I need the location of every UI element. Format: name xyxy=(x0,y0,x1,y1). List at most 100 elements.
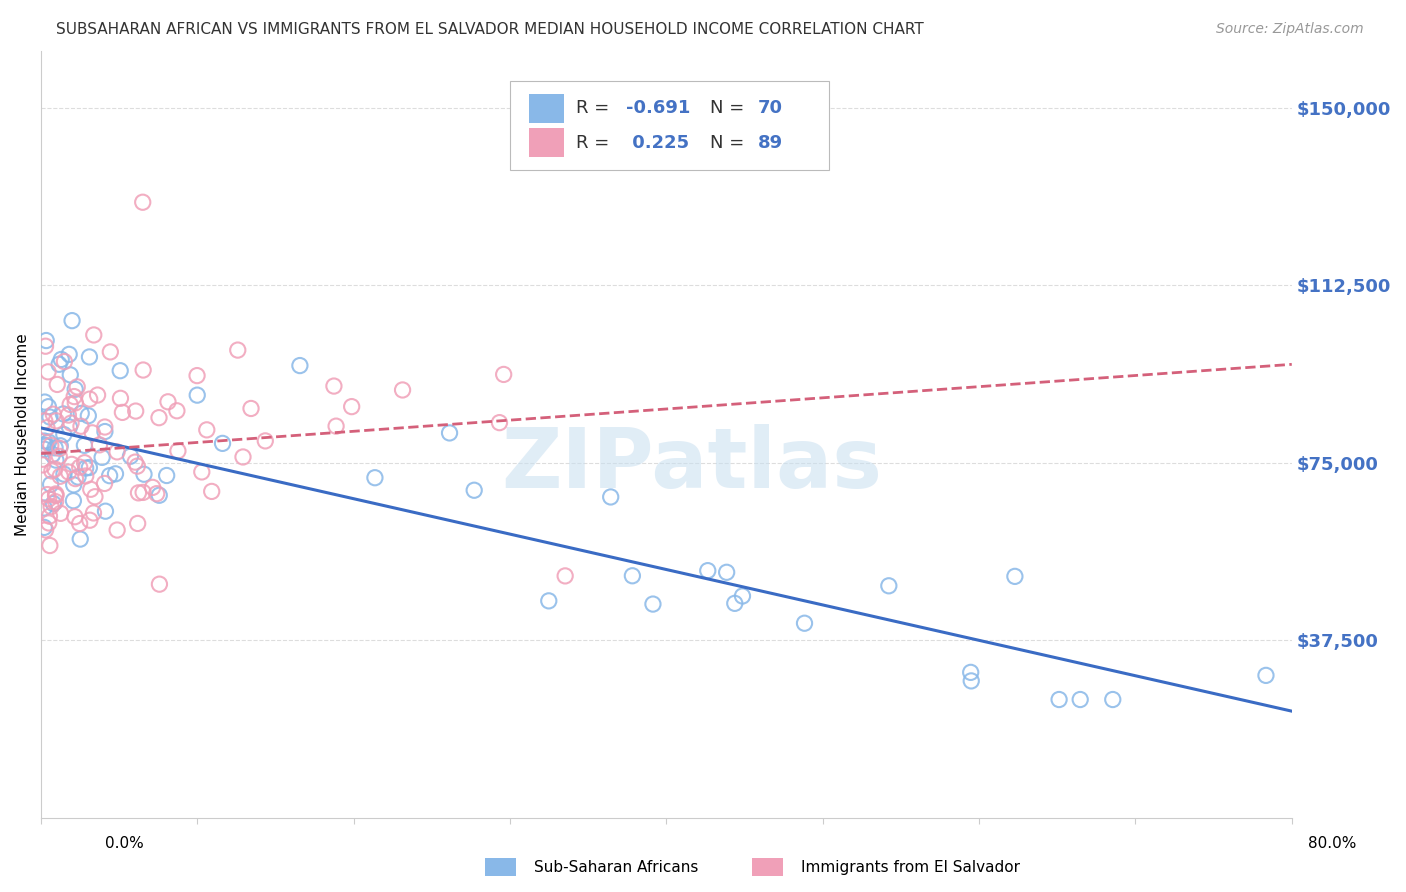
Point xyxy=(132,467,155,482)
Point xyxy=(63,509,86,524)
Point xyxy=(325,419,347,434)
Point xyxy=(145,486,167,500)
Point xyxy=(877,579,900,593)
Point xyxy=(66,380,89,394)
Point xyxy=(32,438,55,452)
Point xyxy=(31,452,53,467)
Point xyxy=(38,509,60,524)
Point xyxy=(79,350,101,364)
Point xyxy=(98,344,121,359)
Point xyxy=(34,339,56,353)
Point xyxy=(731,589,754,603)
Point xyxy=(1047,692,1070,706)
Point xyxy=(94,504,117,518)
Point xyxy=(39,410,62,425)
Point xyxy=(621,568,644,582)
Bar xyxy=(529,94,564,123)
Point xyxy=(148,488,170,502)
Point xyxy=(38,435,60,450)
Point xyxy=(554,569,576,583)
Point xyxy=(34,395,56,409)
Point xyxy=(156,468,179,483)
Point xyxy=(45,414,67,428)
Point xyxy=(32,434,55,448)
Point xyxy=(69,532,91,546)
Point xyxy=(70,406,93,420)
Text: N =: N = xyxy=(710,134,751,152)
Point xyxy=(60,458,83,472)
Text: Sub-Saharan Africans: Sub-Saharan Africans xyxy=(534,860,699,874)
Point xyxy=(211,436,233,450)
Text: N =: N = xyxy=(710,99,751,117)
Point xyxy=(48,442,70,456)
Point xyxy=(105,523,128,537)
Point xyxy=(58,347,80,361)
Point xyxy=(724,596,747,610)
Text: 0.225: 0.225 xyxy=(627,134,689,152)
Point xyxy=(45,453,67,467)
Point xyxy=(1069,692,1091,706)
Text: -0.691: -0.691 xyxy=(627,99,690,117)
Point xyxy=(79,513,101,527)
Point xyxy=(69,460,91,475)
Point xyxy=(58,420,80,434)
Point xyxy=(142,480,165,494)
Point xyxy=(537,594,560,608)
Point xyxy=(48,450,70,464)
Point xyxy=(45,488,67,502)
Y-axis label: Median Household Income: Median Household Income xyxy=(15,333,30,536)
Text: 70: 70 xyxy=(758,99,783,117)
Point xyxy=(463,483,485,498)
Point xyxy=(49,469,72,483)
Point xyxy=(492,368,515,382)
Point xyxy=(127,486,149,500)
Point xyxy=(75,461,97,475)
Point xyxy=(62,477,84,491)
Point xyxy=(201,484,224,499)
Text: R =: R = xyxy=(576,134,616,152)
Point xyxy=(439,425,461,440)
Point xyxy=(148,577,170,591)
Point xyxy=(488,416,510,430)
Point xyxy=(32,520,55,534)
Point xyxy=(148,410,170,425)
Point xyxy=(35,439,58,453)
Point xyxy=(34,442,56,457)
Point xyxy=(93,476,115,491)
Point xyxy=(1254,668,1277,682)
Text: 80.0%: 80.0% xyxy=(1309,836,1357,851)
Point xyxy=(696,564,718,578)
Point xyxy=(191,465,214,479)
Point xyxy=(1101,692,1123,706)
Point xyxy=(35,421,58,435)
Point xyxy=(186,368,208,383)
Point xyxy=(48,357,70,371)
Point xyxy=(82,506,104,520)
Point xyxy=(127,459,149,474)
FancyBboxPatch shape xyxy=(510,81,830,169)
Point xyxy=(37,400,59,414)
Point xyxy=(641,597,664,611)
Point xyxy=(44,441,66,455)
Point xyxy=(599,490,621,504)
Point xyxy=(391,383,413,397)
Point xyxy=(49,439,72,453)
Point xyxy=(240,401,263,416)
Point xyxy=(49,506,72,520)
Point xyxy=(364,471,387,485)
Point xyxy=(38,539,60,553)
Point xyxy=(86,388,108,402)
Text: 89: 89 xyxy=(758,134,783,152)
Point xyxy=(89,438,111,452)
Point xyxy=(226,343,249,357)
Point xyxy=(77,409,100,423)
Point xyxy=(167,444,190,458)
Point xyxy=(45,494,67,508)
Point xyxy=(94,420,117,434)
Point xyxy=(960,673,983,688)
Point xyxy=(120,449,142,463)
Point xyxy=(94,425,117,439)
Point xyxy=(53,354,76,368)
Point xyxy=(58,465,80,479)
Point xyxy=(51,352,73,367)
